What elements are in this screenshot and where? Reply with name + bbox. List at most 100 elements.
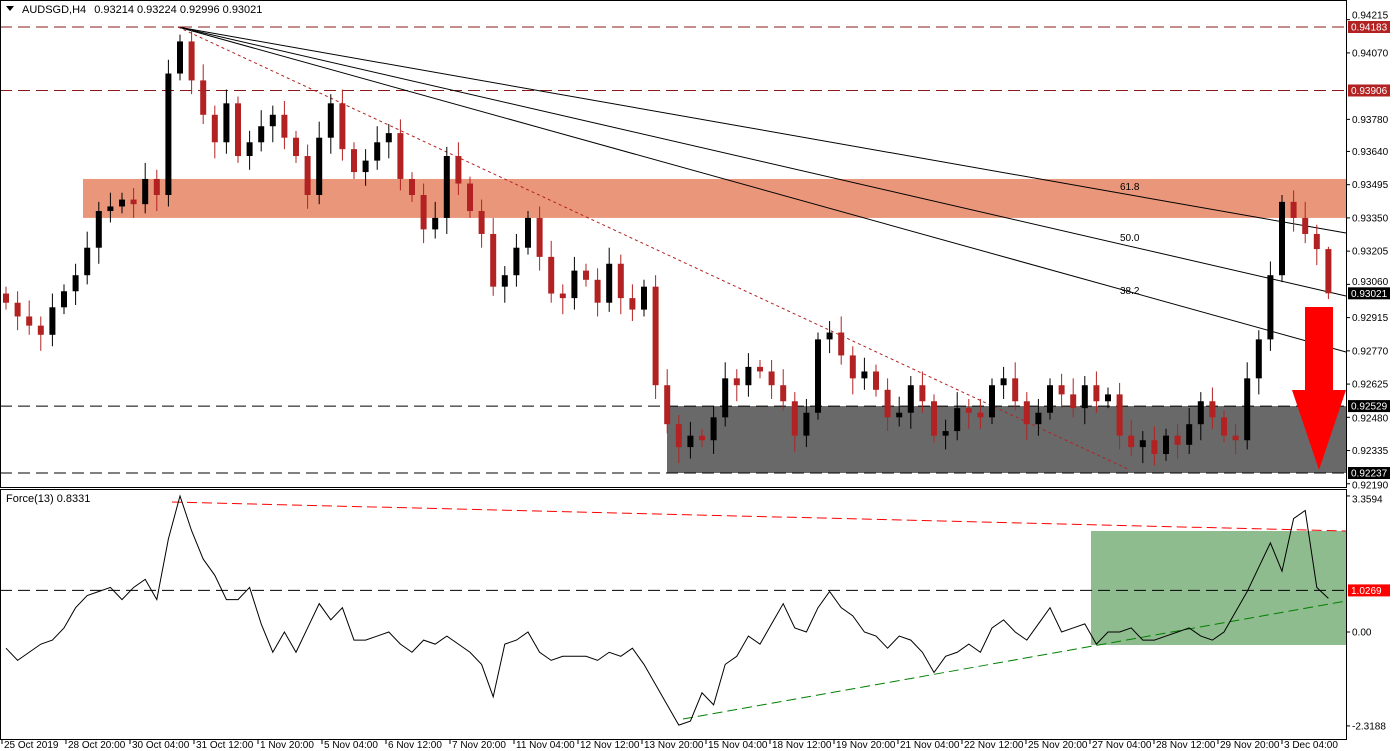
candle-body xyxy=(942,431,949,436)
candle-body xyxy=(896,412,903,418)
force-level-label: 1.0269 xyxy=(1351,586,1382,597)
candle-body xyxy=(200,80,207,115)
time-tick-label: 12 Nov 12:00 xyxy=(580,740,640,751)
time-tick-label: 5 Nov 04:00 xyxy=(324,740,378,751)
candle-body xyxy=(304,156,311,195)
time-tick-label: 31 Oct 12:00 xyxy=(196,740,254,751)
candle-body xyxy=(409,178,415,195)
candle-body xyxy=(1151,440,1158,454)
price-tick-label: 0.92480 xyxy=(1352,414,1389,425)
support-bottom-label-bg xyxy=(1348,467,1390,480)
time-tick-label: 28 Nov 12:00 xyxy=(1156,740,1216,751)
time-tick-label: 15 Nov 04:00 xyxy=(708,740,768,751)
candle-body xyxy=(594,279,601,303)
candle-body xyxy=(420,194,427,230)
indicator-panel-frame xyxy=(0,489,1347,740)
candle-body xyxy=(246,142,253,157)
chart-header: AUDSGD,H4 0.93214 0.93224 0.92996 0.93021 xyxy=(22,4,262,16)
candle-body xyxy=(26,316,33,326)
candle-body xyxy=(629,298,636,310)
candle-body xyxy=(1244,378,1251,441)
force-line xyxy=(5,494,1329,726)
time-tick-label: 21 Nov 04:00 xyxy=(900,740,960,751)
candle-body xyxy=(211,114,218,143)
down-arrow-head xyxy=(1292,390,1346,470)
candle-body xyxy=(362,160,369,173)
force-level-label-bg xyxy=(1348,584,1390,597)
candle-body xyxy=(664,385,671,425)
price-tick-label: 0.93780 xyxy=(1352,115,1389,126)
force-indicator-label: Force(13) 0.8331 xyxy=(6,493,90,505)
candle-body xyxy=(641,286,647,310)
collapse-triangle-icon[interactable] xyxy=(6,6,14,11)
level-label-1: 0.94183 xyxy=(1351,23,1388,34)
time-tick-label: 18 Nov 12:00 xyxy=(772,740,832,751)
candle-body xyxy=(548,256,555,294)
candle-body xyxy=(1174,435,1181,445)
candle-body xyxy=(385,133,392,143)
candle-body xyxy=(258,126,265,143)
candle-body xyxy=(1255,339,1262,379)
candle-body xyxy=(432,217,439,230)
candle-body xyxy=(72,275,79,292)
candle-body xyxy=(861,371,868,379)
candle-body xyxy=(536,217,543,257)
candle-body xyxy=(490,233,497,287)
candle-body xyxy=(3,293,9,303)
candle-body xyxy=(757,366,763,372)
fib-382-label: 38.2 xyxy=(1120,286,1140,297)
candle-body xyxy=(907,385,914,413)
time-tick-label: 19 Nov 20:00 xyxy=(836,740,896,751)
candle-body xyxy=(37,325,44,335)
fib-618-label: 61.8 xyxy=(1120,182,1140,193)
candle-body xyxy=(977,412,984,418)
candle-body xyxy=(583,270,589,280)
candle-body xyxy=(873,371,879,390)
candle-body xyxy=(733,378,740,386)
candle-body xyxy=(780,385,787,402)
fib-fan-line xyxy=(177,26,1347,234)
candle-body xyxy=(501,275,508,287)
candle-body xyxy=(281,114,288,138)
candle-body xyxy=(316,137,323,195)
candle-body xyxy=(1186,424,1193,445)
candle-body xyxy=(1093,385,1100,402)
time-tick-label: 25 Nov 20:00 xyxy=(1028,740,1088,751)
ohlc-readout: 0.93214 0.93224 0.92996 0.93021 xyxy=(94,4,262,16)
price-tick-label: 0.93060 xyxy=(1352,277,1389,288)
time-tick-label: 25 Oct 2019 xyxy=(4,740,59,751)
candle-body xyxy=(1047,385,1053,413)
support-top-label: 0.92529 xyxy=(1351,402,1388,413)
candle-body xyxy=(826,332,833,340)
candle-body xyxy=(455,156,462,184)
candle-body xyxy=(1023,401,1030,425)
candle-body xyxy=(1232,435,1239,441)
candle-body xyxy=(107,206,114,212)
candle-body xyxy=(177,41,183,74)
candle-body xyxy=(1302,217,1309,234)
candle-body xyxy=(745,366,752,386)
candle-body xyxy=(235,103,241,157)
level-label-1-bg xyxy=(1348,21,1390,33)
candle-body xyxy=(652,286,659,386)
candle-body xyxy=(49,307,56,335)
candle-body xyxy=(1081,385,1088,409)
resistance-zone xyxy=(83,178,1346,218)
candle-body xyxy=(1070,394,1077,409)
price-tick-label: 0.92190 xyxy=(1352,481,1389,492)
candle-body xyxy=(1035,412,1042,425)
candle-body xyxy=(687,435,694,448)
force-tick-label: -2.3188 xyxy=(1352,721,1386,732)
candle-body xyxy=(443,156,450,218)
candle-body xyxy=(722,378,729,418)
price-tick-label: 0.93640 xyxy=(1352,147,1389,158)
candle-body xyxy=(1116,394,1123,436)
price-tick-label: 0.93495 xyxy=(1352,180,1389,191)
time-tick-label: 22 Nov 12:00 xyxy=(964,740,1024,751)
time-tick-label: 29 Nov 20:00 xyxy=(1220,740,1280,751)
price-tick-label: 0.93205 xyxy=(1352,247,1389,258)
candle-body xyxy=(14,302,21,317)
candle-body xyxy=(478,211,485,234)
force-resistance-trendline xyxy=(171,501,1347,532)
